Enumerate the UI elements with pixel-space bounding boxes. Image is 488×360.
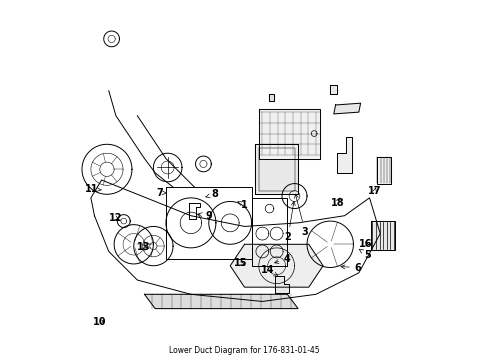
Text: 12: 12 (109, 213, 122, 223)
Text: 3: 3 (294, 194, 308, 237)
Text: 11: 11 (85, 184, 101, 194)
Polygon shape (337, 137, 351, 173)
Text: 8: 8 (205, 189, 218, 199)
Text: 18: 18 (330, 198, 344, 207)
Polygon shape (255, 144, 298, 194)
Text: 16: 16 (359, 239, 372, 249)
Polygon shape (333, 103, 360, 114)
Text: Lower Duct Diagram for 176-831-01-45: Lower Duct Diagram for 176-831-01-45 (169, 346, 319, 355)
Polygon shape (329, 85, 337, 94)
Text: 10: 10 (93, 317, 106, 327)
Text: 1: 1 (238, 200, 247, 210)
Polygon shape (376, 157, 390, 184)
Text: 9: 9 (198, 211, 212, 221)
Text: 6: 6 (340, 262, 361, 273)
Polygon shape (258, 109, 319, 158)
Text: 2: 2 (284, 201, 295, 242)
Text: 13: 13 (137, 242, 150, 252)
Text: 15: 15 (233, 258, 246, 268)
Polygon shape (268, 94, 273, 101)
Text: 5: 5 (359, 249, 370, 260)
Text: 17: 17 (367, 186, 381, 196)
Polygon shape (274, 276, 288, 293)
Text: 14: 14 (261, 265, 277, 276)
Text: 4: 4 (274, 253, 290, 264)
Polygon shape (144, 294, 298, 309)
Polygon shape (370, 221, 394, 249)
Polygon shape (230, 244, 323, 287)
Text: 7: 7 (156, 188, 166, 198)
